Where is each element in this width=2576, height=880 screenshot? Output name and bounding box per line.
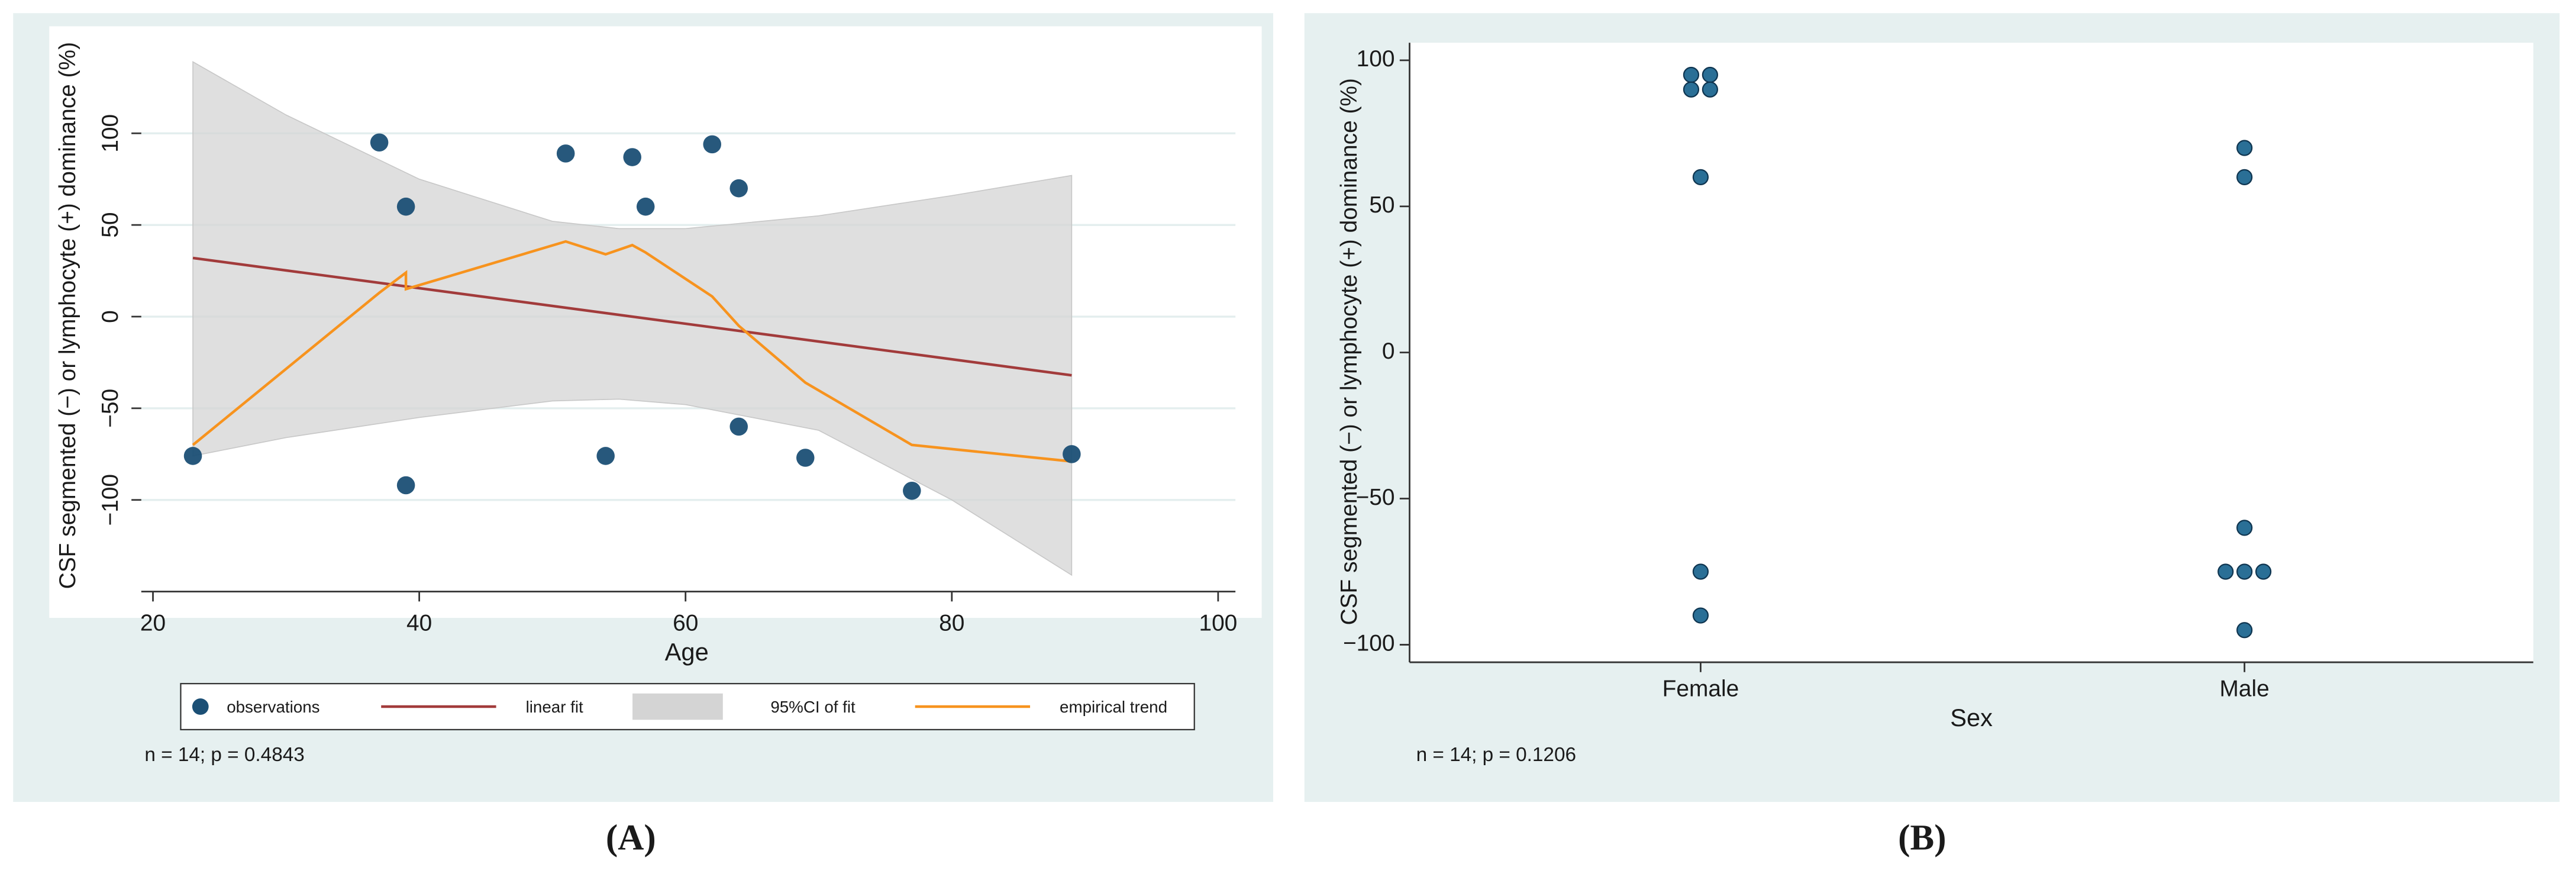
x-tick-label: Male — [2220, 676, 2270, 702]
note: n = 14; p = 0.1206 — [1416, 744, 1576, 766]
observation-point — [2217, 563, 2234, 580]
fit-line — [192, 256, 1072, 377]
legend-label: empirical trend — [1060, 698, 1167, 716]
observation-point — [2236, 520, 2253, 536]
observation-point — [1692, 607, 1709, 624]
y-axis-label: CSF segmented (−) or lymphocyte (+) domi… — [1337, 78, 1362, 625]
observation-point — [2236, 169, 2253, 185]
observation-point — [636, 197, 655, 216]
observation-point — [1683, 81, 1700, 98]
fit-line — [192, 240, 1072, 463]
y-axis-label: CSF segmented (−) or lymphocyte (+) domi… — [55, 42, 80, 589]
y-tick-label: 100 — [98, 114, 123, 153]
observation-point — [903, 482, 921, 500]
note: n = 14; p = 0.4843 — [144, 744, 304, 766]
legend-label: observations — [227, 698, 319, 716]
y-tick-label: 100 — [1357, 46, 1395, 72]
y-tick-label: 50 — [98, 212, 123, 238]
observation-point — [2236, 563, 2253, 580]
x-tick-label: 80 — [939, 610, 964, 636]
y-tick-label: −50 — [98, 389, 123, 428]
observation-point — [796, 449, 815, 467]
y-tick-label: −50 — [1356, 485, 1395, 510]
y-tick-label: 0 — [1382, 339, 1395, 364]
ci-band — [192, 61, 1073, 576]
x-tick-label: 100 — [1199, 610, 1237, 636]
observation-point — [1702, 81, 1718, 98]
legend-marker — [192, 698, 209, 715]
y-tick-label: 0 — [98, 310, 123, 323]
observation-point — [729, 179, 748, 198]
legend-label: 95%CI of fit — [770, 698, 856, 716]
observation-point — [556, 144, 575, 163]
observation-point — [1692, 169, 1709, 185]
observation-point — [596, 447, 615, 465]
y-tick-label: −100 — [98, 474, 123, 526]
panel-b-plot-region — [1409, 43, 2533, 663]
observation-point — [396, 197, 415, 216]
observation-point — [1683, 66, 1700, 83]
x-tick-label: 20 — [140, 610, 166, 636]
observation-point — [183, 447, 202, 465]
y-tick-label: −100 — [1343, 631, 1395, 656]
panel-label: (A) — [606, 818, 656, 858]
observation-point — [1692, 563, 1709, 580]
observation-point — [2236, 622, 2253, 639]
observation-point — [370, 133, 389, 152]
observation-point — [729, 417, 748, 436]
x-axis-label: Age — [665, 638, 709, 666]
observation-point — [2236, 140, 2253, 156]
y-tick-label: 50 — [1369, 192, 1394, 218]
x-tick-label: 40 — [406, 610, 432, 636]
observation-point — [396, 476, 415, 495]
observation-point — [623, 148, 641, 166]
legend-swatch — [632, 693, 723, 720]
observation-point — [2255, 563, 2272, 580]
observation-point — [1063, 445, 1081, 463]
x-tick-label: 60 — [673, 610, 698, 636]
x-tick-label: Female — [1663, 676, 1739, 702]
observation-point — [703, 135, 721, 154]
panel-label: (B) — [1898, 818, 1946, 858]
legend-label: linear fit — [526, 698, 583, 716]
x-axis-label: Sex — [1950, 704, 1993, 731]
observation-point — [1702, 66, 1718, 83]
